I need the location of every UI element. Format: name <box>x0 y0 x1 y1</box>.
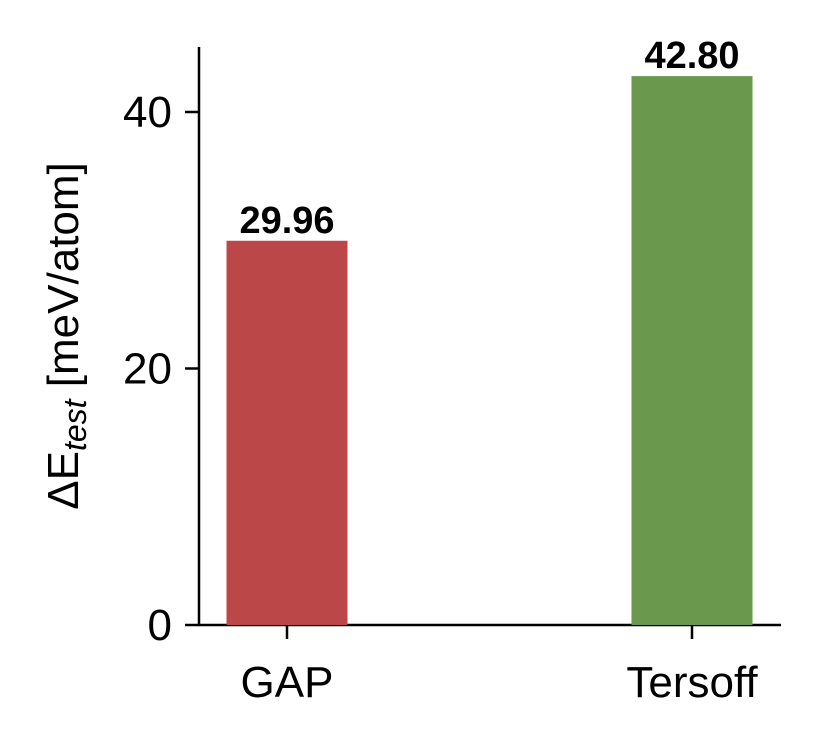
x-tick-label: GAP <box>241 658 334 707</box>
y-tick-label: 20 <box>123 345 172 394</box>
y-tick-label: 0 <box>148 601 172 650</box>
bar-tersoff <box>631 76 753 626</box>
bar-gap <box>226 240 348 625</box>
y-tick-label: 40 <box>123 88 172 137</box>
y-ticks: 0 20 40 <box>123 88 199 650</box>
bar-value-label: 29.96 <box>239 200 334 242</box>
bars: 29.96 GAP 42.80 Tersoff <box>226 35 758 707</box>
x-tick-label: Tersoff <box>626 658 758 707</box>
y-axis-label: ΔEtest [meV/atom] <box>39 162 93 510</box>
bar-value-label: 42.80 <box>644 35 739 77</box>
